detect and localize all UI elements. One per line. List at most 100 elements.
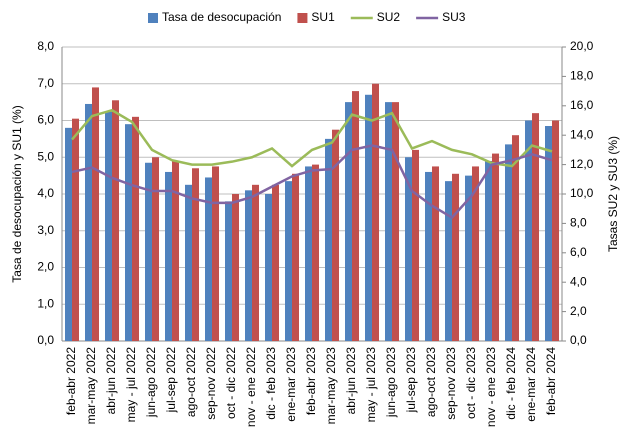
y-tick-label: 1,0 <box>37 296 54 310</box>
bar <box>245 190 252 341</box>
y-tick-label: 3,0 <box>37 223 54 237</box>
line <box>71 108 553 168</box>
bar <box>85 103 92 342</box>
bar <box>72 118 79 341</box>
bar <box>392 102 399 341</box>
x-tick-label: ago-oct 2023 <box>424 347 438 417</box>
line <box>71 144 553 220</box>
bar <box>212 166 219 341</box>
bar <box>365 94 372 342</box>
bar <box>165 171 172 341</box>
bar <box>192 168 199 341</box>
bar <box>505 144 512 341</box>
x-tick-label: jul-sep 2022 <box>164 347 178 414</box>
y-tick-label: 2,0 <box>37 260 54 274</box>
bar <box>552 120 559 341</box>
x-tick-label: oct - dic 2023 <box>464 347 478 419</box>
x-tick-label: nov - ene 2022 <box>244 347 258 427</box>
y2-tick-label: 12,0 <box>570 157 594 171</box>
x-tick-label: ago-oct 2022 <box>184 347 198 417</box>
y-axis-title: Tasa de desocupación y SU1 (%) <box>10 105 24 282</box>
x-tick-label: ene-mar 2024 <box>524 347 538 422</box>
legend-label: SU1 <box>311 10 335 24</box>
bar <box>492 153 499 341</box>
x-tick-label: dic - feb 2023 <box>264 347 278 420</box>
bar <box>232 194 239 341</box>
x-tick-label: may - jul 2022 <box>124 347 138 423</box>
bar <box>225 201 232 341</box>
bar <box>525 120 532 341</box>
bar <box>152 157 159 341</box>
y2-tick-label: 8,0 <box>570 216 587 230</box>
bar <box>445 181 452 341</box>
y2-tick-label: 0,0 <box>570 333 587 347</box>
bar <box>405 157 412 341</box>
bar <box>532 113 539 342</box>
x-tick-label: nov - ene 2023 <box>484 347 498 427</box>
y2-tick-label: 16,0 <box>570 98 594 112</box>
x-tick-label: feb-abr 2023 <box>304 347 318 415</box>
legend-swatch <box>297 13 308 23</box>
bar <box>452 173 459 341</box>
legend-label: Tasa de desocupación <box>162 10 281 24</box>
bar <box>92 87 99 341</box>
y2-tick-label: 4,0 <box>570 274 587 288</box>
y-tick-label: 7,0 <box>37 76 54 90</box>
bar <box>345 102 352 341</box>
bar <box>332 129 339 341</box>
x-tick-label: abr-jun 2023 <box>344 347 358 415</box>
bar <box>312 164 319 341</box>
y-tick-label: 4,0 <box>37 186 54 200</box>
x-tick-label: sep-nov 2023 <box>444 347 458 420</box>
x-tick-label: oct - dic 2022 <box>224 347 238 419</box>
bar <box>372 83 379 341</box>
bar <box>125 124 132 341</box>
x-tick-label: mar-may 2022 <box>84 347 98 425</box>
x-tick-label: may - jul 2023 <box>364 347 378 423</box>
bar <box>385 102 392 341</box>
bar <box>272 184 279 341</box>
x-tick-label: sep-nov 2022 <box>204 347 218 420</box>
bar <box>172 160 179 341</box>
bar <box>352 91 359 341</box>
bar <box>205 177 212 341</box>
bar <box>265 194 272 341</box>
bar <box>305 166 312 341</box>
bar <box>512 135 519 341</box>
legend-label: SU2 <box>377 10 401 24</box>
bar <box>472 166 479 341</box>
x-tick-label: dic - feb 2024 <box>504 347 518 420</box>
bar <box>292 173 299 341</box>
x-tick-label: abr-jun 2022 <box>104 347 118 415</box>
bar <box>485 160 492 341</box>
y-tick-label: 5,0 <box>37 149 54 163</box>
y2-tick-label: 14,0 <box>570 127 594 141</box>
bar <box>285 181 292 341</box>
bar <box>252 184 259 341</box>
y2-tick-label: 20,0 <box>570 39 594 53</box>
bar <box>545 126 552 341</box>
y2-tick-label: 10,0 <box>570 186 594 200</box>
y2-tick-label: 2,0 <box>570 304 587 318</box>
bar <box>425 171 432 341</box>
bar <box>432 166 439 341</box>
bar <box>465 175 472 341</box>
x-tick-label: ene-mar 2023 <box>284 347 298 422</box>
bar <box>65 127 72 341</box>
legend-swatch <box>148 13 158 23</box>
bar <box>132 116 139 341</box>
x-tick-label: mar-may 2023 <box>324 347 338 425</box>
y2-tick-label: 18,0 <box>570 69 594 83</box>
y-tick-label: 8,0 <box>37 39 54 53</box>
y2-axis-title: Tasas SU2 y SU3 (%) <box>606 136 620 252</box>
legend-label: SU3 <box>442 10 466 24</box>
x-tick-label: jul-sep 2023 <box>404 347 418 414</box>
bar <box>412 149 419 341</box>
bar <box>105 111 112 341</box>
y-tick-label: 6,0 <box>37 113 54 127</box>
x-tick-label: feb-abr 2024 <box>544 347 558 415</box>
x-tick-label: jun-ago 2023 <box>384 347 398 418</box>
bar <box>325 138 332 341</box>
y2-tick-label: 6,0 <box>570 245 587 259</box>
